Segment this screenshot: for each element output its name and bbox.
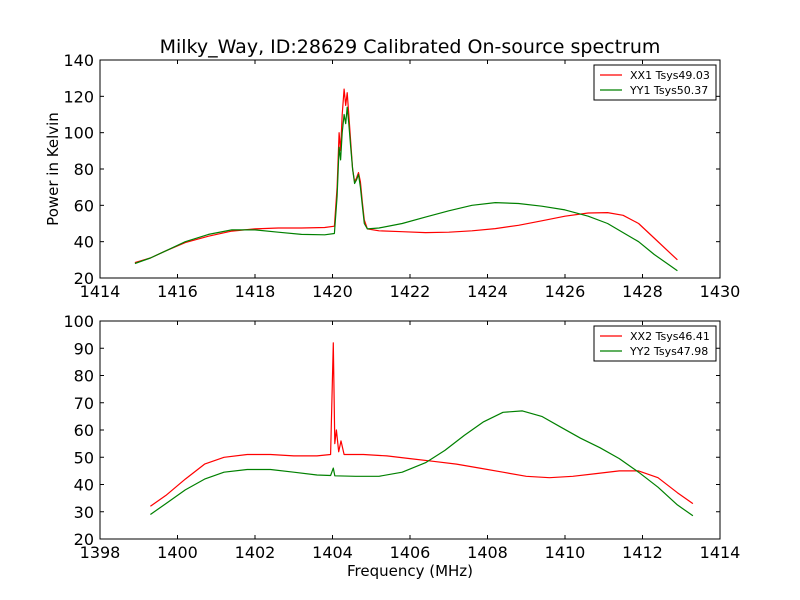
x-axis-label: Frequency (MHz) (347, 562, 473, 580)
y-tick-label: 120 (63, 87, 94, 106)
legend-box (593, 64, 717, 101)
x-tick-label: 1410 (545, 543, 586, 562)
y-tick-label: 50 (74, 448, 94, 467)
x-tick-label: 1402 (235, 543, 276, 562)
series-line-1 (150, 342, 694, 507)
x-tick-label: 1426 (545, 282, 586, 301)
x-tick-label: 1418 (235, 282, 276, 301)
x-tick-label: 1420 (312, 282, 353, 301)
y-tick-label: 60 (74, 421, 94, 440)
x-tick-label: 1430 (700, 282, 741, 301)
x-tick-label: 1422 (390, 282, 431, 301)
bottom-panel: 1398 1400 1402 1404 1406 1408 1410 1412 1414 20 30… (63, 312, 740, 580)
legend-entry: YY1 Tsys50.37 (629, 84, 708, 97)
y-tick-label: 80 (74, 160, 94, 179)
x-tick-label: 1406 (390, 543, 431, 562)
y-tick-label: 20 (74, 269, 94, 288)
y-tick-label: 40 (74, 233, 94, 252)
x-tick-label: 1400 (157, 543, 198, 562)
y-tick-label: 30 (74, 503, 94, 522)
x-tick-label: 1414 (700, 543, 741, 562)
legend-entry: YY2 Tsys47.98 (629, 345, 708, 358)
y-tick-label: 90 (74, 339, 94, 358)
x-tick-label: 1404 (312, 543, 353, 562)
legend-entry: XX1 Tsys49.03 (630, 69, 710, 82)
x-tick-label: 1408 (467, 543, 508, 562)
y-axis-label: Power in Kelvin (44, 112, 62, 226)
legend: XX2 Tsys46.41 YY2 Tsys47.98 (593, 325, 717, 362)
figure-title: Milky_Way, ID:28629 Calibrated On-source… (160, 36, 661, 58)
y-tick-label: 20 (74, 530, 94, 549)
x-tick-label: 1398 (80, 543, 121, 562)
series-line-1 (134, 88, 678, 264)
y-tick-label: 40 (74, 476, 94, 495)
y-tick-label: 100 (63, 124, 94, 143)
legend-entry: XX2 Tsys46.41 (630, 330, 710, 343)
y-tick-label: 140 (63, 51, 94, 70)
x-tick-label: 1416 (157, 282, 198, 301)
series-line-2 (134, 106, 678, 272)
y-tick-label: 60 (74, 196, 94, 215)
y-tick-label: 80 (74, 367, 94, 386)
y-tick-label: 100 (63, 312, 94, 331)
x-tick-label: 1412 (622, 543, 663, 562)
x-tick-label: 1428 (622, 282, 663, 301)
top-panel: 1414 1416 1418 1420 1422 1424 1426 1428 1430 20 40… (44, 51, 740, 301)
legend-box (593, 325, 717, 362)
x-tick-label: 1414 (80, 282, 121, 301)
y-tick-label: 70 (74, 394, 94, 413)
series-line-2 (150, 410, 694, 517)
x-tick-label: 1424 (467, 282, 508, 301)
legend: XX1 Tsys49.03 YY1 Tsys50.37 (593, 64, 717, 101)
